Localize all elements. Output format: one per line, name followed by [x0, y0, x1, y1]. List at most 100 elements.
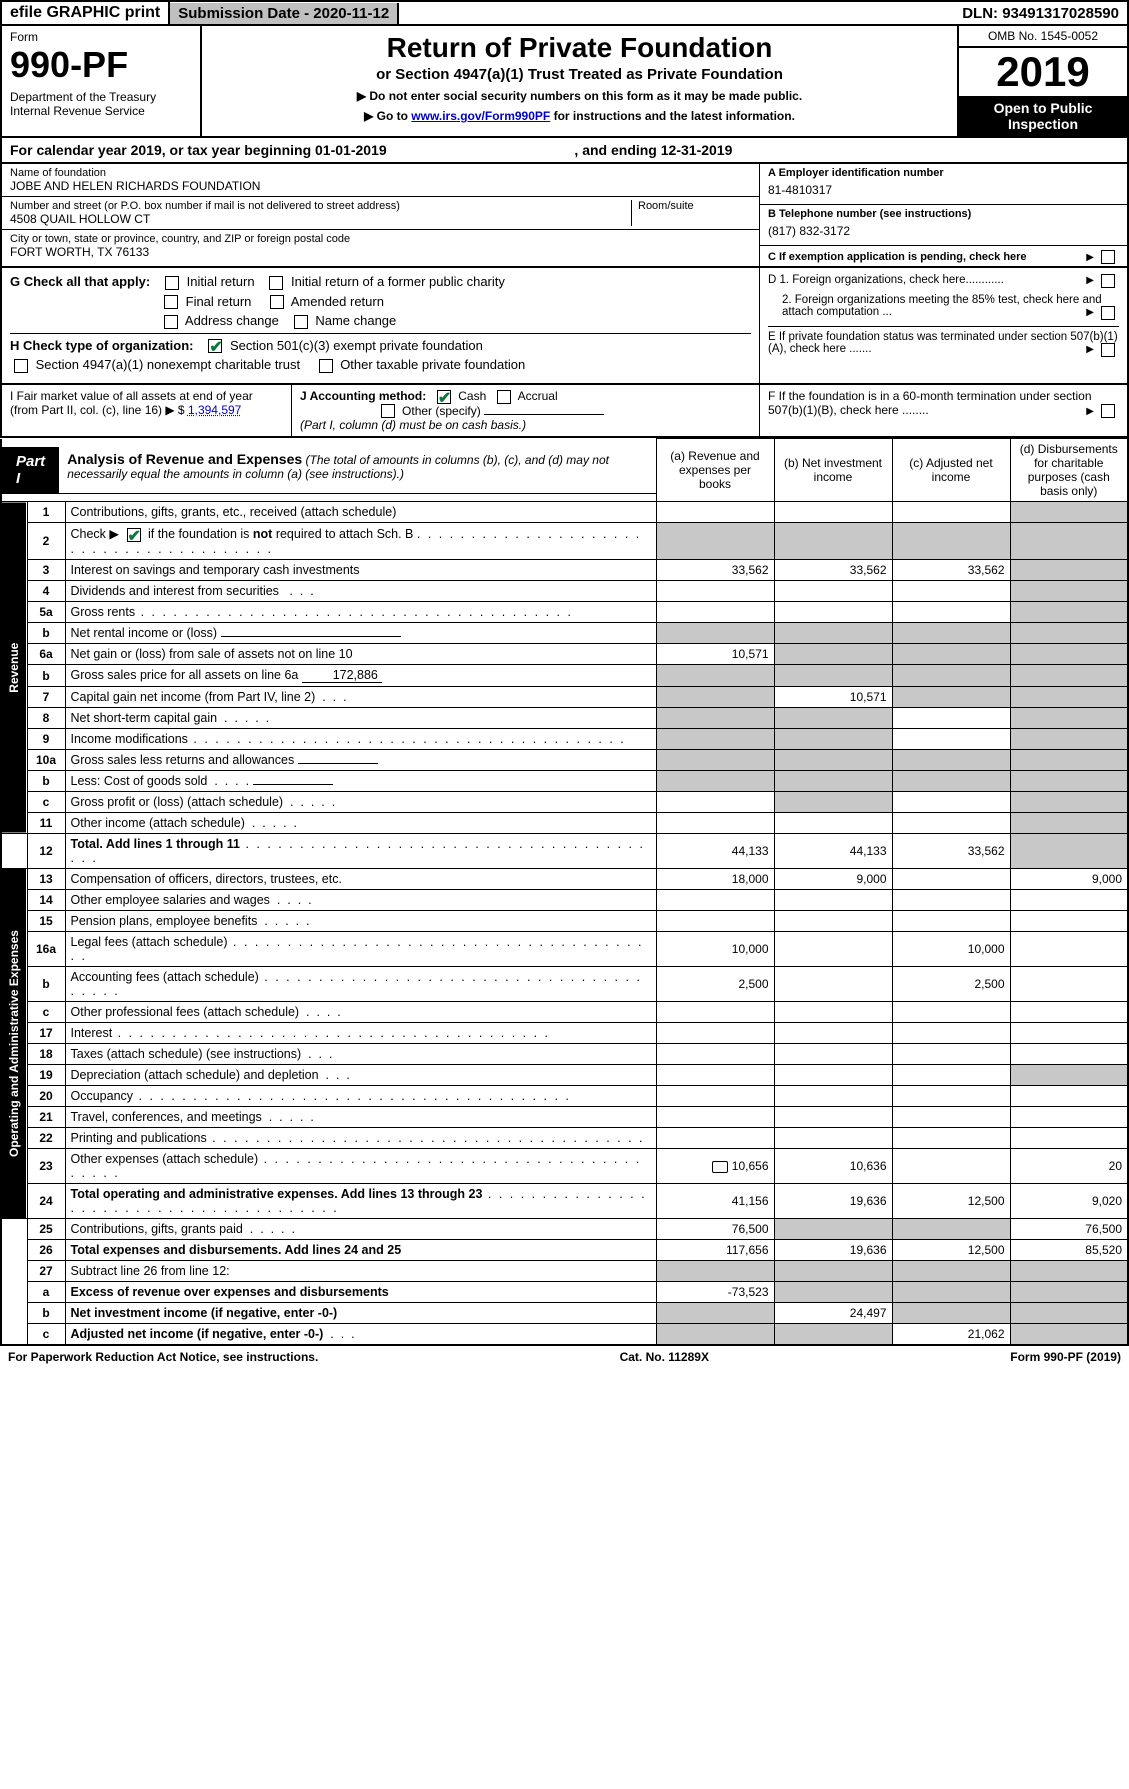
line-no: 1 — [27, 502, 65, 523]
form-subtitle: or Section 4947(a)(1) Trust Treated as P… — [212, 66, 947, 83]
amended-return-checkbox[interactable] — [270, 295, 284, 309]
form-number: 990-PF — [10, 44, 192, 86]
line-desc: Total expenses and disbursements. Add li… — [71, 1243, 402, 1257]
cell-b: 24,497 — [774, 1303, 892, 1324]
table-row: a Excess of revenue over expenses and di… — [1, 1282, 1128, 1303]
cell-b: 19,636 — [774, 1240, 892, 1261]
other-method-checkbox[interactable] — [381, 404, 395, 418]
line-no: 14 — [27, 890, 65, 911]
h-label: H Check type of organization: — [10, 338, 193, 353]
line-no: 8 — [27, 708, 65, 729]
form-id-box: Form 990-PF Department of the Treasury I… — [2, 26, 202, 136]
fmv-value[interactable]: 1,394,597 — [188, 403, 241, 417]
e-checkbox[interactable] — [1101, 343, 1115, 357]
table-row: b Net investment income (if negative, en… — [1, 1303, 1128, 1324]
d2-checkbox[interactable] — [1101, 306, 1115, 320]
line-desc: Pension plans, employee benefits — [71, 914, 258, 928]
check-section: G Check all that apply: Initial return I… — [0, 268, 1129, 385]
table-row: 12 Total. Add lines 1 through 11 44,133 … — [1, 834, 1128, 869]
room-label: Room/suite — [638, 200, 751, 212]
accrual-label: Accrual — [518, 389, 558, 403]
telephone-row: B Telephone number (see instructions) (8… — [760, 205, 1127, 246]
part1-header-row: Part I Analysis of Revenue and Expenses … — [1, 439, 1128, 502]
cell-b: 10,571 — [774, 687, 892, 708]
form-note-2: ▶ Go to www.irs.gov/Form990PF for instru… — [212, 109, 947, 123]
final-return-label: Final return — [186, 294, 252, 309]
final-return-checkbox[interactable] — [164, 295, 178, 309]
cell-a: -73,523 — [656, 1282, 774, 1303]
addr-change-checkbox[interactable] — [164, 315, 178, 329]
table-row: b Net rental income or (loss) — [1, 623, 1128, 644]
line-desc: Gross rents — [71, 605, 136, 619]
h-row-2: Section 4947(a)(1) nonexempt charitable … — [10, 357, 751, 373]
f-box: F If the foundation is in a 60-month ter… — [759, 385, 1127, 437]
line-no: 3 — [27, 560, 65, 581]
form-990pf-link[interactable]: www.irs.gov/Form990PF — [411, 109, 550, 123]
open-public-label: Open to Public Inspection — [959, 96, 1127, 136]
line-6b-text: Gross sales price for all assets on line… — [71, 668, 299, 682]
initial-former-checkbox[interactable] — [269, 276, 283, 290]
h-row: H Check type of organization: Section 50… — [10, 333, 751, 354]
4947-checkbox[interactable] — [14, 359, 28, 373]
line-desc: Interest on savings and temporary cash i… — [65, 560, 656, 581]
cell-d: 9,020 — [1010, 1184, 1128, 1219]
cell-a: 44,133 — [656, 834, 774, 869]
cell-c: 33,562 — [892, 560, 1010, 581]
line-no: a — [27, 1282, 65, 1303]
footer-right: Form 990-PF (2019) — [1010, 1350, 1121, 1364]
line-no: 15 — [27, 911, 65, 932]
line-desc: Net short-term capital gain — [71, 711, 218, 725]
cell-b: 9,000 — [774, 869, 892, 890]
accrual-checkbox[interactable] — [497, 390, 511, 404]
tax-year: 2019 — [959, 48, 1127, 96]
name-change-checkbox[interactable] — [294, 315, 308, 329]
exemption-pending-row: C If exemption application is pending, c… — [760, 246, 1127, 266]
cell-a: 117,656 — [656, 1240, 774, 1261]
line-no: b — [27, 665, 65, 687]
cell-d: 9,000 — [1010, 869, 1128, 890]
table-row: Operating and Administrative Expenses 13… — [1, 869, 1128, 890]
initial-return-checkbox[interactable] — [165, 276, 179, 290]
line-no: b — [27, 1303, 65, 1324]
line-desc: Net investment income (if negative, ente… — [71, 1306, 338, 1320]
d2-label: 2. Foreign organizations meeting the 85%… — [782, 294, 1102, 318]
note2-post: for instructions and the latest informat… — [554, 109, 795, 123]
attachment-icon[interactable] — [712, 1161, 728, 1173]
line-desc: Subtract line 26 from line 12: — [65, 1261, 656, 1282]
line-desc: Taxes (attach schedule) (see instruction… — [71, 1047, 302, 1061]
line-desc: Contributions, gifts, grants paid — [71, 1222, 243, 1236]
line-no: 11 — [27, 813, 65, 834]
line-no: 2 — [27, 523, 65, 560]
d1-checkbox[interactable] — [1101, 274, 1115, 288]
e-row: E If private foundation status was termi… — [768, 326, 1119, 357]
line-no: 21 — [27, 1107, 65, 1128]
part1-desc: Analysis of Revenue and Expenses (The to… — [59, 447, 655, 493]
line-no: 10a — [27, 750, 65, 771]
501c3-checkbox[interactable] — [208, 339, 222, 353]
j-label: J Accounting method: — [300, 389, 426, 403]
4947-label: Section 4947(a)(1) nonexempt charitable … — [36, 357, 300, 372]
line-desc: Legal fees (attach schedule) — [71, 935, 228, 949]
dept-label: Department of the Treasury Internal Reve… — [10, 90, 192, 118]
omb-number: OMB No. 1545-0052 — [959, 26, 1127, 48]
line-no: 18 — [27, 1044, 65, 1065]
table-row: 25 Contributions, gifts, grants paid . .… — [1, 1219, 1128, 1240]
cell-c: 33,562 — [892, 834, 1010, 869]
efile-label[interactable]: efile GRAPHIC print — [2, 2, 170, 24]
cell-c: 12,500 — [892, 1184, 1010, 1219]
line-desc: Dividends and interest from securities — [71, 584, 279, 598]
footer-left: For Paperwork Reduction Act Notice, see … — [8, 1350, 318, 1364]
cell-c: 21,062 — [892, 1324, 1010, 1346]
line-desc: Total. Add lines 1 through 11 — [71, 837, 240, 851]
line-no: 16a — [27, 932, 65, 967]
line-desc: Check ▶ if the foundation is not require… — [65, 523, 656, 560]
line-desc: Gross sales less returns and allowances — [71, 753, 295, 767]
schb-not-required-checkbox[interactable] — [127, 528, 141, 542]
table-row: b Gross sales price for all assets on li… — [1, 665, 1128, 687]
pending-checkbox[interactable] — [1101, 250, 1115, 264]
cash-checkbox[interactable] — [437, 390, 451, 404]
f-checkbox[interactable] — [1101, 404, 1115, 418]
other-taxable-checkbox[interactable] — [319, 359, 333, 373]
page-footer: For Paperwork Reduction Act Notice, see … — [0, 1346, 1129, 1368]
table-row: c Adjusted net income (if negative, ente… — [1, 1324, 1128, 1346]
